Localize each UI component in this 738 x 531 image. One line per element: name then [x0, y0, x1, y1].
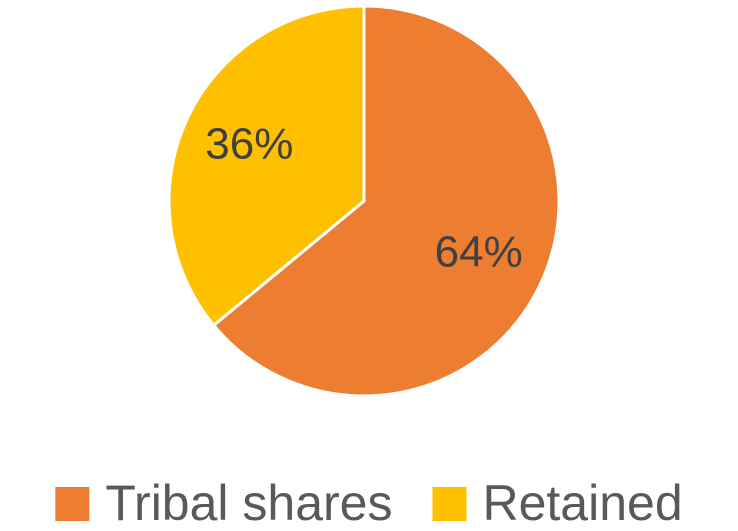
- pie-slice: [167, 4, 366, 328]
- pie-slice: [211, 4, 561, 398]
- legend-swatch: [55, 487, 90, 521]
- legend-label: Tribal shares: [105, 475, 392, 531]
- data-label: 64%: [435, 228, 523, 277]
- legend-swatch: [432, 487, 467, 521]
- legend-label: Retained: [482, 475, 682, 531]
- data-label: 36%: [205, 120, 293, 169]
- legend: Tribal shares Retained: [55, 475, 683, 531]
